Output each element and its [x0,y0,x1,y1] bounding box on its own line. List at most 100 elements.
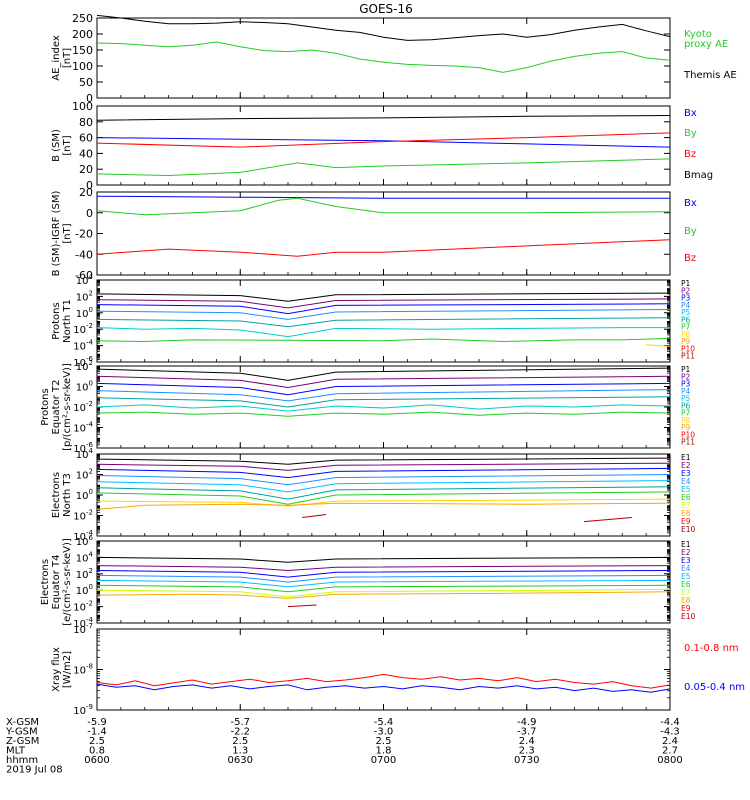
series-line [96,579,671,588]
y-axis-label: North T3 [62,473,73,517]
series-line [302,514,327,518]
legend-entry: P8 [681,330,691,339]
series-line [96,389,671,402]
series-line [96,683,671,693]
x-axis-row-label: hhmm [6,755,38,766]
series-line [646,344,671,347]
y-tick-label: 40 [79,147,93,160]
series-line [96,480,671,493]
legend-entry: E10 [681,612,696,621]
y-tick-label: 10-8 [73,663,93,677]
series-line [96,14,671,41]
legend-entry: P5 [681,394,691,403]
legend-entry: 0.05-0.4 nm [684,682,745,693]
y-axis-label: [nT] [62,223,73,243]
y-tick-label: 60 [79,132,93,145]
y-axis-label: Equator T4 [51,555,62,610]
series-line [96,462,671,471]
series-line [96,498,671,507]
series-line [96,195,670,199]
y-axis-label: Xray flux [51,647,62,692]
y-axis-label: Electrons [40,559,51,605]
legend-entry: Bz [684,253,696,264]
x-tick-label: 1.3 [232,746,248,757]
x-tick-label: 1.8 [376,746,392,757]
series-line [96,574,671,583]
chart-title: GOES-16 [359,2,413,16]
legend-entry: Bmag [684,170,713,181]
legend-entry: Themis AE [683,70,737,81]
y-tick-label: 10-6 [73,441,93,455]
legend-entry: Bx [684,108,697,119]
legend-entry: Kyoto [684,29,712,40]
y-tick-label: 104 [76,273,94,287]
x-tick-label: 0800 [657,755,682,766]
series-line [96,474,671,486]
y-tick-label: 10-4 [73,529,93,543]
legend-entry: P8 [681,416,691,425]
series-line [96,588,671,598]
legend-entry: P4 [681,387,691,396]
y-tick-label: 250 [72,12,93,25]
y-tick-label: 100 [76,380,93,394]
y-tick-label: -40 [75,248,93,261]
series-line [96,132,671,148]
y-axis-label: Protons [51,302,62,339]
y-tick-label: 10-4 [73,616,93,630]
x-tick-label: 2.4 [519,736,535,747]
y-tick-label: 0 [86,179,93,192]
legend-entry: P6 [681,315,691,324]
y-tick-label: 0 [86,92,93,105]
series-line [96,303,671,315]
legend-entry: proxy AE [684,39,728,50]
legend-entry: P9 [681,423,691,432]
series-line [96,158,671,177]
legend-entry: P10 [681,430,695,439]
y-axis-label: [nT] [62,135,73,155]
x-tick-label: -4.9 [517,717,537,728]
y-tick-label: 20 [79,186,93,199]
legend-entry: P3 [681,380,691,389]
y-axis-label: [e/(cm²-s-sr-keV)] [62,538,73,626]
x-tick-label: 0600 [84,755,109,766]
x-tick-label: 0700 [371,755,396,766]
y-axis-label: [nT] [62,48,73,68]
y-axis-label: [W/m2] [62,651,73,688]
legend-entry: E5 [681,485,691,494]
x-tick-label: 0630 [228,755,253,766]
series-line [96,197,671,216]
series-line [96,502,671,510]
legend-entry: P1 [681,279,691,288]
y-tick-label: 102 [76,359,93,373]
y-tick-label: 10-4 [73,339,93,353]
x-axis-rows: X-GSMY-GSMZ-GSMMLThhmm-5.9-1.42.50.80600… [5,717,683,776]
series-line [583,517,632,523]
y-tick-label: 0 [86,207,93,220]
y-tick-label: 100 [72,100,93,113]
series-line [96,382,671,396]
x-tick-label: 2.5 [376,736,392,747]
legend-entry: E4 [681,477,691,486]
panel-frame [96,17,671,99]
x-axis-row-label: X-GSM [6,717,39,728]
y-tick-label: 20 [79,163,93,176]
y-tick-label: 10-2 [73,509,93,523]
panel-frame [96,628,671,711]
series-line [96,317,671,328]
legend-entry: E2 [681,461,691,470]
y-tick-label: 50 [79,76,93,89]
y-axis-label: North T1 [62,299,73,343]
y-axis-label: Protons [40,388,51,425]
panel-frame [96,191,671,276]
x-tick-label: 0.8 [89,746,105,757]
panel-bsm: 0 20 40 60 80 100 B (SM) [nT] Bx By Bz Bmag [51,100,713,192]
panel-frame [96,279,671,363]
legend-entry: P3 [681,294,691,303]
x-tick-label: 2.5 [89,736,105,747]
y-tick-label: 10-7 [73,622,93,636]
legend-entry: E8 [681,509,691,518]
y-axis-label: AE_index [51,35,62,81]
series-line [96,486,671,500]
series-line [96,411,671,417]
x-axis-row-label: Y-GSM [5,727,38,738]
